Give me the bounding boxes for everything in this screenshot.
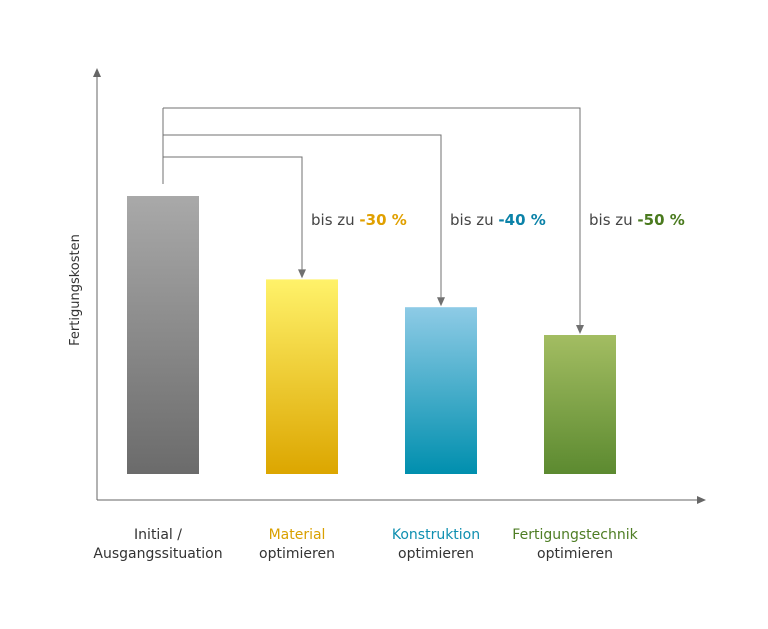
category-label-2-line1: Material — [269, 527, 326, 543]
category-label-3-line2: optimieren — [398, 546, 474, 562]
bar-3 — [405, 307, 477, 474]
reduction-label-2: bis zu -40 % — [450, 211, 546, 229]
labels: Fertigungskosten Initial / Ausgangssituati… — [68, 211, 685, 562]
reduction-prefix-3: bis zu — [589, 211, 637, 229]
bars — [127, 196, 616, 474]
category-label-3-line1: Konstruktion — [392, 527, 480, 543]
bar-2 — [266, 279, 338, 474]
reduction-arrow-2 — [163, 134, 442, 298]
reduction-arrows — [162, 107, 584, 334]
reduction-prefix-2: bis zu — [450, 211, 498, 229]
reduction-prefix-1: bis zu — [311, 211, 359, 229]
reduction-label-3: bis zu -50 % — [589, 211, 685, 229]
y-axis-label: Fertigungskosten — [68, 234, 83, 346]
category-label-2-line2: optimieren — [259, 546, 335, 562]
reduction-arrowhead-3 — [576, 325, 584, 334]
category-label-4-line2: optimieren — [537, 546, 613, 562]
y-axis-arrowhead — [93, 68, 101, 77]
reduction-label-1: bis zu -30 % — [311, 211, 407, 229]
reduction-value-1: -30 % — [359, 211, 406, 229]
bar-1 — [127, 196, 199, 474]
reduction-value-3: -50 % — [637, 211, 684, 229]
category-label-4-line1: Fertigungstechnik — [512, 527, 638, 543]
reduction-arrow-1 — [163, 156, 303, 270]
category-label-1-line1: Initial / — [134, 527, 182, 543]
reduction-arrow-3 — [163, 107, 581, 325]
reduction-arrowhead-1 — [298, 269, 306, 279]
reduction-value-2: -40 % — [498, 211, 545, 229]
x-axis-arrowhead — [697, 496, 706, 504]
reduction-arrowhead-2 — [437, 297, 445, 307]
bar-4 — [544, 335, 616, 474]
category-label-1-line2: Ausgangssituation — [93, 546, 222, 562]
axes — [93, 68, 706, 504]
